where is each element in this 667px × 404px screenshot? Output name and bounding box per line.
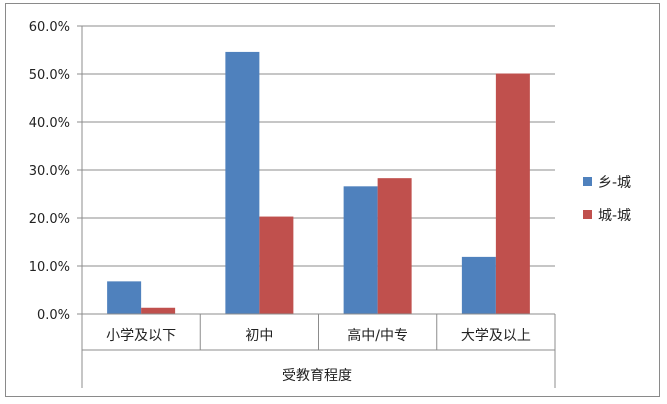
bar-series1-3 <box>461 256 496 314</box>
y-tick-label: 20.0% <box>29 212 70 227</box>
y-tick-label: 60.0% <box>29 20 70 35</box>
y-tick-label: 10.0% <box>29 260 70 275</box>
y-tick-label: 30.0% <box>29 164 70 179</box>
legend-label: 城-城 <box>598 208 631 224</box>
bars <box>107 51 530 315</box>
y-axis-ticks: 0.0% 10.0% 20.0% 30.0% 40.0% 50.0% 60.0% <box>29 20 70 323</box>
gridlines <box>82 25 555 267</box>
x-category-label: 大学及以上 <box>461 328 531 344</box>
bar-series2-3 <box>495 73 530 315</box>
legend-label: 乡-城 <box>598 175 631 191</box>
axes <box>77 25 556 388</box>
bar-series2-1 <box>259 216 294 314</box>
y-tick-label: 0.0% <box>37 308 70 323</box>
bar-series2-2 <box>377 178 412 314</box>
x-category-label: 初中 <box>245 327 273 344</box>
legend-swatch <box>583 210 592 219</box>
bar-series1-0 <box>107 281 142 314</box>
y-tick-label: 40.0% <box>29 116 70 131</box>
bar-series2-0 <box>141 307 176 314</box>
x-axis-title: 受教育程度 <box>282 368 352 384</box>
bar-series1-2 <box>343 186 378 314</box>
x-category-label: 小学及以下 <box>106 328 176 344</box>
x-category-label: 高中/中专 <box>347 327 408 344</box>
bar-series1-1 <box>225 51 260 315</box>
legend-swatch <box>583 177 592 186</box>
chart-frame <box>5 3 660 397</box>
legend: 乡-城城-城 <box>583 175 631 224</box>
x-axis-categories: 小学及以下 初中 高中/中专 大学及以上 <box>106 327 531 344</box>
y-tick-label: 50.0% <box>29 68 70 83</box>
